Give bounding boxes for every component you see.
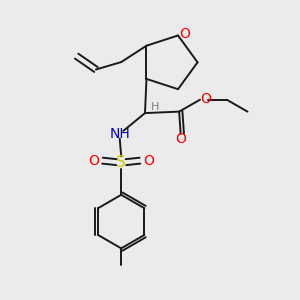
Text: NH: NH <box>110 127 130 141</box>
Text: O: O <box>200 92 211 106</box>
Text: S: S <box>116 154 126 169</box>
Text: O: O <box>143 154 154 168</box>
Text: O: O <box>88 154 99 168</box>
Text: H: H <box>151 102 160 112</box>
Text: O: O <box>179 27 190 41</box>
Text: O: O <box>175 132 186 146</box>
